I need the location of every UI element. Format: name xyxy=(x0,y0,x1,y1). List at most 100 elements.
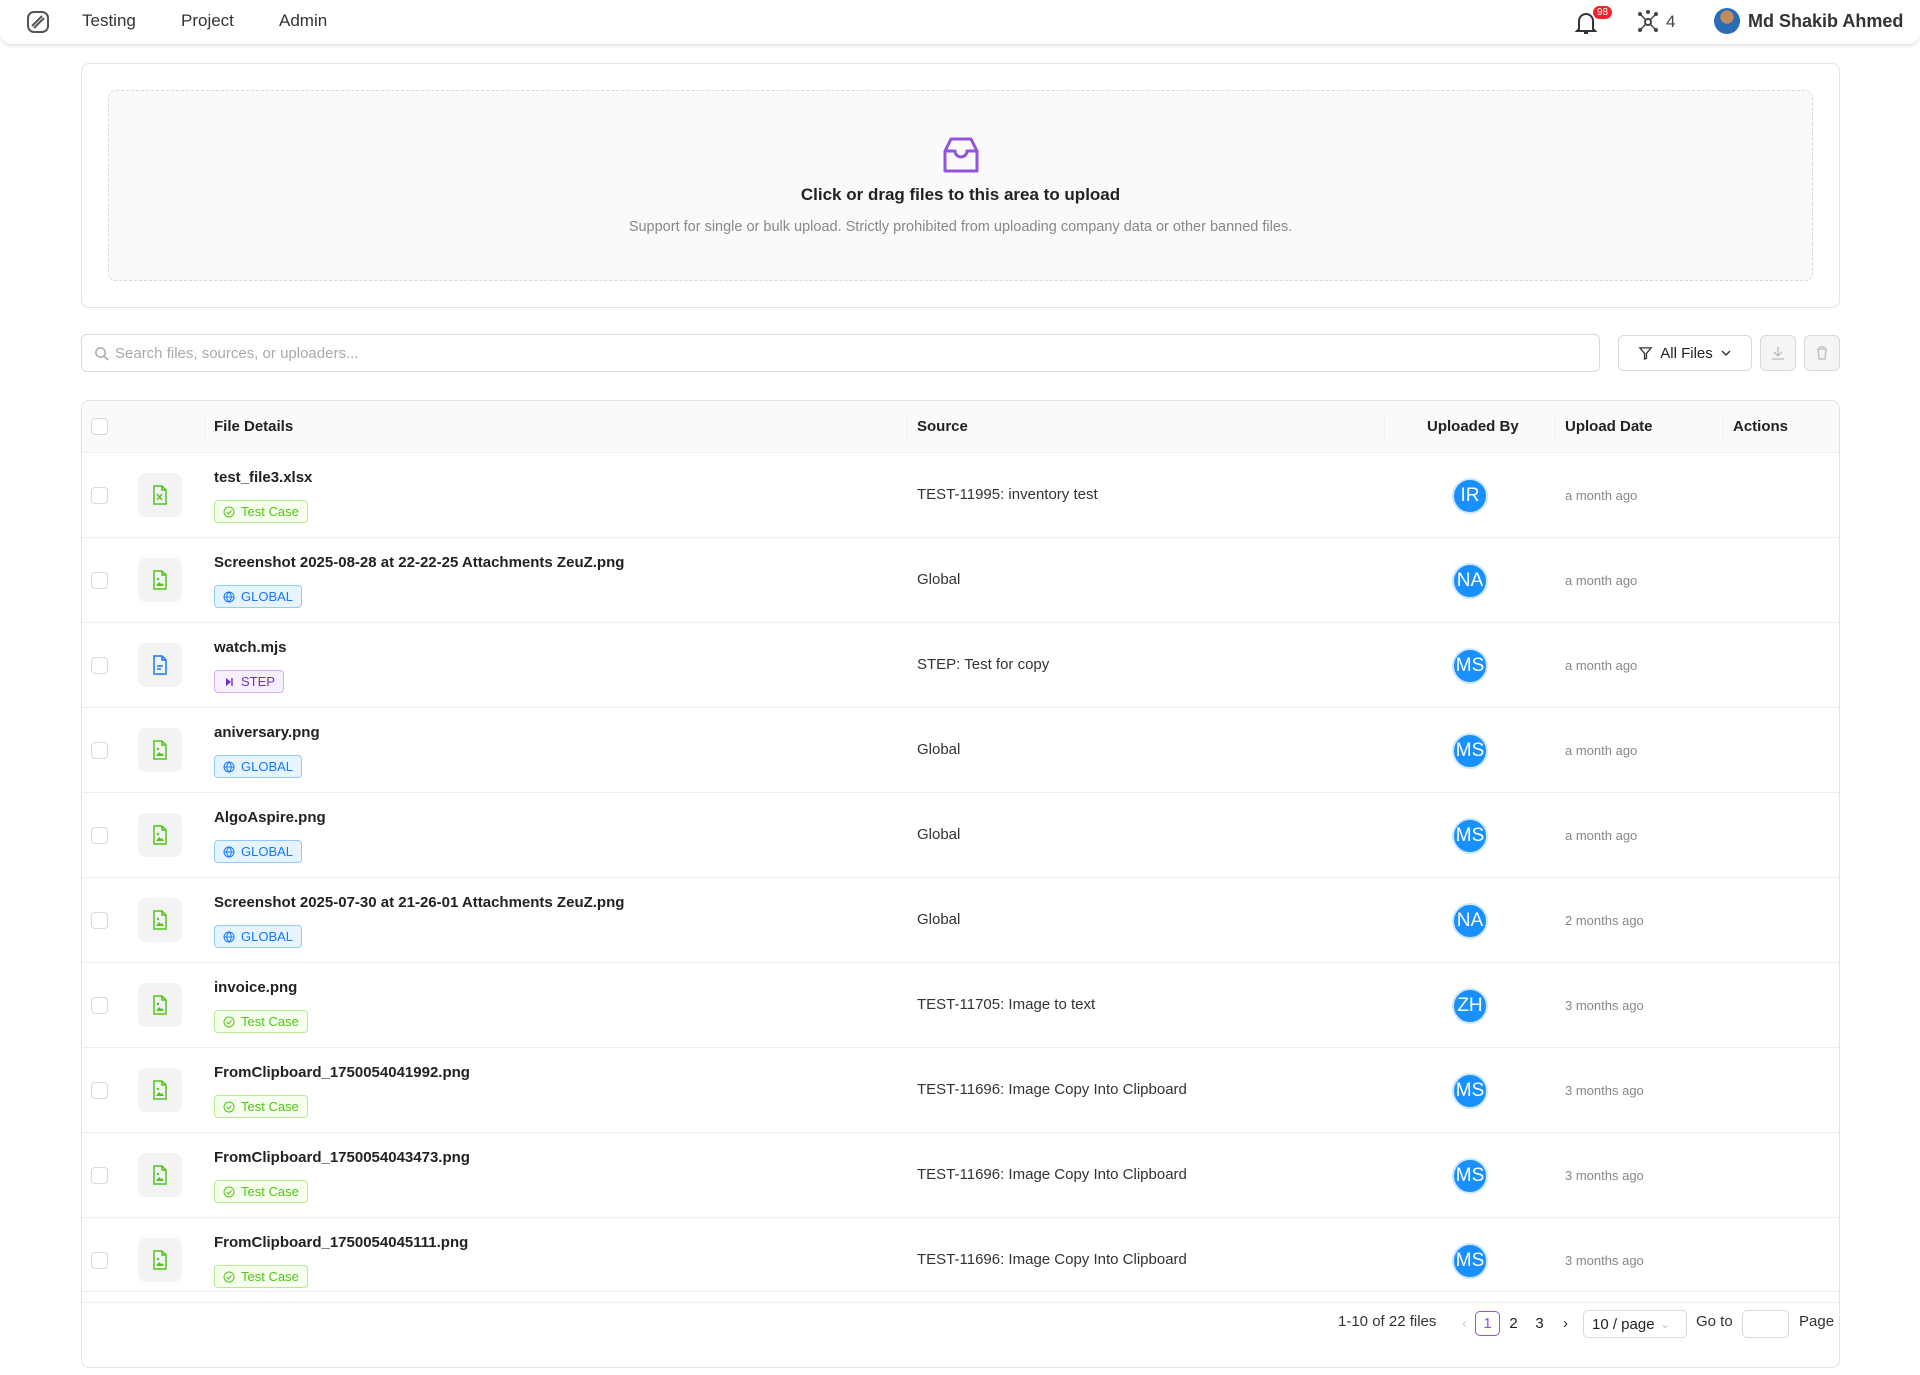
page-3-button[interactable]: 3 xyxy=(1535,1315,1544,1332)
table-row: FromClipboard_1750054041992.png Test Cas… xyxy=(82,1048,1839,1133)
globe-icon xyxy=(223,591,235,602)
nodes-button[interactable]: 4 xyxy=(1636,10,1675,34)
table-row: AlgoAspire.png GLOBAL Global MS a month … xyxy=(82,793,1839,878)
row-checkbox[interactable] xyxy=(91,487,108,504)
row-checkbox[interactable] xyxy=(91,742,108,759)
uploader-avatar: MS xyxy=(1452,818,1488,854)
row-checkbox[interactable] xyxy=(91,572,108,589)
upload-date: a month ago xyxy=(1565,488,1638,503)
tag-label: GLOBAL xyxy=(241,844,294,859)
page-2-button[interactable]: 2 xyxy=(1509,1315,1518,1332)
file-icon-box xyxy=(138,1238,182,1282)
page-1-button[interactable]: 1 xyxy=(1475,1311,1500,1336)
upload-dropzone[interactable]: Click or drag files to this area to uplo… xyxy=(108,90,1813,281)
nodes-count: 4 xyxy=(1666,12,1676,31)
check-circle-icon xyxy=(223,1016,235,1027)
header-file-details: File Details xyxy=(214,418,294,435)
table-row: Screenshot 2025-07-30 at 21-26-01 Attach… xyxy=(82,878,1839,963)
image-file-icon xyxy=(153,570,167,590)
table-row: watch.mjs STEP STEP: Test for copy MS a … xyxy=(82,623,1839,708)
select-all-checkbox[interactable] xyxy=(91,418,108,435)
file-icon-box xyxy=(138,898,182,942)
page-size-select[interactable]: 10 / page ⌄ xyxy=(1583,1310,1687,1338)
app-logo-icon[interactable] xyxy=(26,10,50,34)
row-checkbox[interactable] xyxy=(91,912,108,929)
row-checkbox[interactable] xyxy=(91,827,108,844)
header-actions: Actions xyxy=(1733,418,1789,435)
tag-label: GLOBAL xyxy=(241,589,294,604)
next-page-button[interactable]: › xyxy=(1563,1315,1568,1332)
file-name[interactable]: AlgoAspire.png xyxy=(214,809,326,826)
check-circle-icon xyxy=(223,1186,235,1197)
prev-page-button[interactable]: ‹ xyxy=(1462,1315,1467,1332)
source-tag: GLOBAL xyxy=(214,840,303,863)
file-source: TEST-11705: Image to text xyxy=(917,996,1096,1013)
file-name[interactable]: FromClipboard_1750054043473.png xyxy=(214,1149,470,1166)
upload-date: 3 months ago xyxy=(1565,1168,1644,1183)
check-circle-icon xyxy=(223,506,235,517)
row-checkbox[interactable] xyxy=(91,1167,108,1184)
file-name[interactable]: Screenshot 2025-08-28 at 22-22-25 Attach… xyxy=(214,554,625,571)
goto-label: Go to xyxy=(1696,1313,1733,1330)
table-row: test_file3.xlsx Test Case TEST-11995: in… xyxy=(82,453,1839,538)
filter-dropdown[interactable]: All Files xyxy=(1618,335,1752,371)
bell-icon[interactable] xyxy=(1574,10,1598,36)
nav-project[interactable]: Project xyxy=(181,11,234,30)
excel-file-icon xyxy=(153,485,167,505)
file-name[interactable]: invoice.png xyxy=(214,979,298,996)
page-label: Page xyxy=(1799,1313,1835,1330)
file-source: TEST-11696: Image Copy Into Clipboard xyxy=(917,1166,1187,1183)
row-checkbox[interactable] xyxy=(91,657,108,674)
uploader-avatar: NA xyxy=(1452,903,1488,939)
download-icon xyxy=(1772,347,1784,360)
image-file-icon xyxy=(153,995,167,1015)
page-size-value: 10 / page xyxy=(1592,1315,1655,1333)
source-tag: Test Case xyxy=(214,1180,308,1203)
user-menu[interactable]: Md Shakib Ahmed xyxy=(1714,8,1903,34)
goto-page-input[interactable] xyxy=(1742,1310,1789,1338)
source-tag: GLOBAL xyxy=(214,925,303,948)
header-source: Source xyxy=(917,418,968,435)
filter-icon xyxy=(1638,346,1653,360)
upload-date: 3 months ago xyxy=(1565,1083,1644,1098)
file-name[interactable]: aniversary.png xyxy=(214,724,320,741)
file-icon-box xyxy=(138,1153,182,1197)
tag-label: GLOBAL xyxy=(241,759,294,774)
download-button[interactable] xyxy=(1760,335,1796,371)
table-row: FromClipboard_1750054043473.png Test Cas… xyxy=(82,1133,1839,1218)
globe-icon xyxy=(223,931,235,942)
user-name: Md Shakib Ahmed xyxy=(1748,10,1904,31)
nav-admin[interactable]: Admin xyxy=(279,11,328,30)
source-tag: GLOBAL xyxy=(214,755,303,778)
file-name[interactable]: FromClipboard_1750054045111.png xyxy=(214,1234,469,1251)
upload-date: 3 months ago xyxy=(1565,1253,1644,1268)
uploader-avatar: ZH xyxy=(1452,988,1488,1024)
table-row: Screenshot 2025-08-28 at 22-22-25 Attach… xyxy=(82,538,1839,623)
file-source: TEST-11696: Image Copy Into Clipboard xyxy=(917,1251,1187,1268)
image-file-icon xyxy=(153,1250,167,1270)
row-checkbox[interactable] xyxy=(91,997,108,1014)
tag-label: Test Case xyxy=(241,1099,299,1114)
uploader-avatar: MS xyxy=(1452,648,1488,684)
image-file-icon xyxy=(153,1165,167,1185)
search-box[interactable] xyxy=(81,334,1600,372)
file-name[interactable]: watch.mjs xyxy=(214,639,287,656)
delete-button[interactable] xyxy=(1804,335,1840,371)
file-source: STEP: Test for copy xyxy=(917,656,1050,673)
file-name[interactable]: Screenshot 2025-07-30 at 21-26-01 Attach… xyxy=(214,894,625,911)
upload-date: a month ago xyxy=(1565,828,1638,843)
file-source: Global xyxy=(917,911,961,928)
file-name[interactable]: FromClipboard_1750054041992.png xyxy=(214,1064,470,1081)
check-circle-icon xyxy=(223,1271,235,1282)
search-input[interactable] xyxy=(115,344,1515,362)
row-checkbox[interactable] xyxy=(91,1252,108,1269)
search-icon xyxy=(95,346,109,361)
file-name[interactable]: test_file3.xlsx xyxy=(214,469,313,486)
table-header: File Details Source Uploaded By Upload D… xyxy=(82,401,1839,453)
row-checkbox[interactable] xyxy=(91,1082,108,1099)
source-tag: Test Case xyxy=(214,1265,308,1288)
notification-badge: 98 xyxy=(1593,6,1613,19)
nav-testing[interactable]: Testing xyxy=(82,11,136,30)
tag-label: Test Case xyxy=(241,1184,299,1199)
top-navbar: Testing Project Admin 98 4 Md Shakib Ahm… xyxy=(0,0,1920,44)
